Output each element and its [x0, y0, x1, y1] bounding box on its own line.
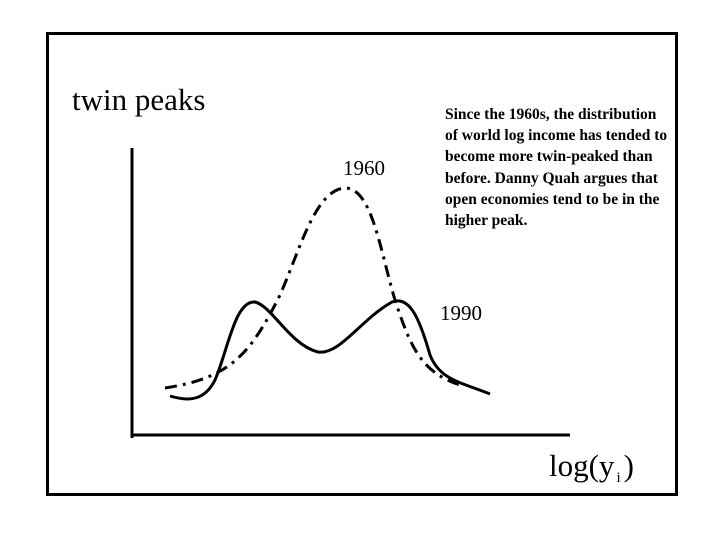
slide-frame [46, 32, 678, 496]
curve-1990 [169, 299, 491, 401]
x-axis-label-main: log(y [549, 448, 615, 483]
curve-label-1960: 1960 [343, 156, 385, 180]
curve-label-1990: 1990 [440, 301, 482, 325]
caption-text: Since the 1960s, the distribution of wor… [445, 106, 668, 230]
x-axis-label: log(y i) [549, 450, 634, 486]
curve-1960 [164, 186, 461, 390]
x-axis-label-close: ) [623, 448, 634, 483]
slide-title: twin peaks [72, 82, 206, 117]
x-axis-label-subscript: i [616, 470, 621, 486]
